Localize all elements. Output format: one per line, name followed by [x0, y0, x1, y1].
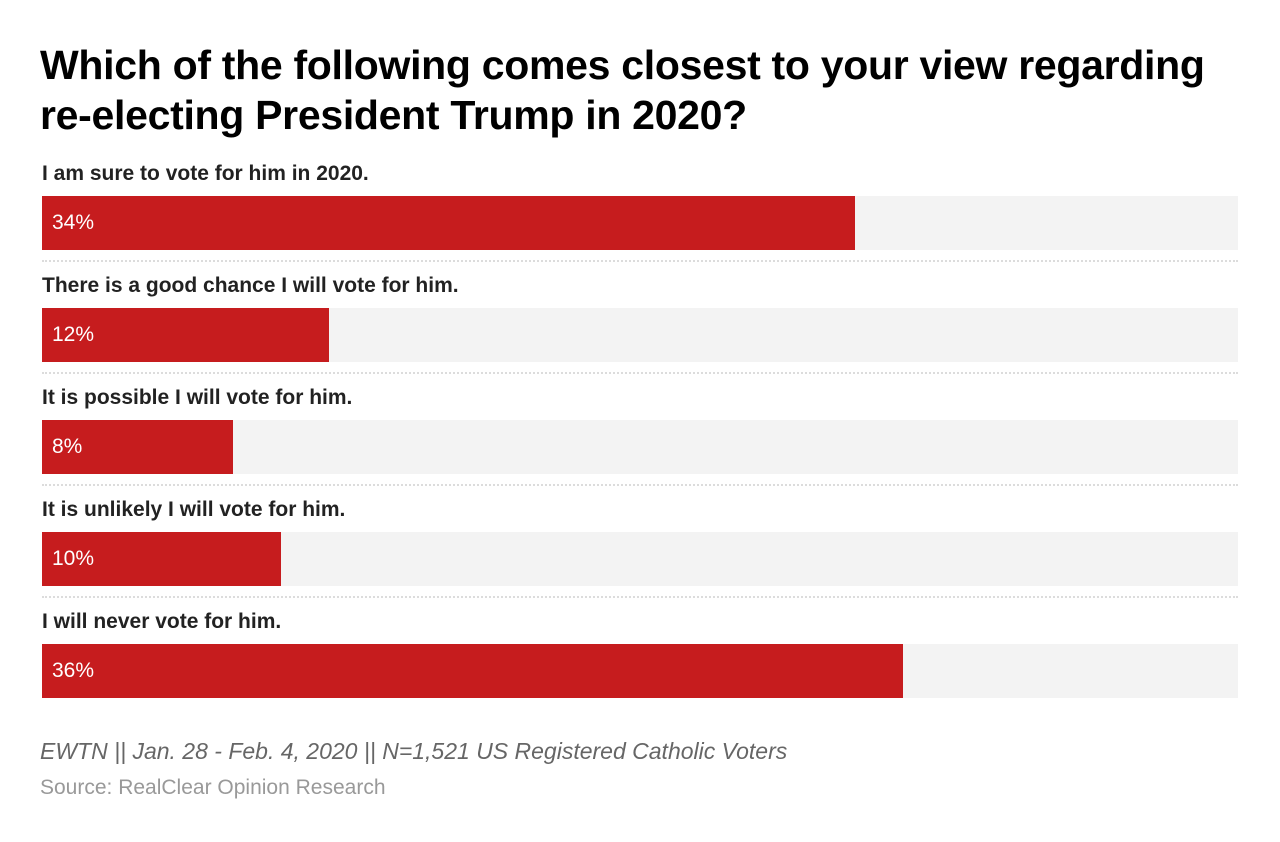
- bar: [42, 308, 329, 362]
- bar-row: It is unlikely I will vote for him. 10%: [42, 494, 1238, 606]
- bar-row: There is a good chance I will vote for h…: [42, 270, 1238, 382]
- bar-row: I will never vote for him. 36%: [42, 606, 1238, 718]
- category-label: It is possible I will vote for him.: [42, 386, 353, 409]
- row-divider: [42, 260, 1238, 262]
- bar-track: 10%: [42, 532, 1238, 586]
- bar-track: 8%: [42, 420, 1238, 474]
- bar: [42, 420, 233, 474]
- bar-row: It is possible I will vote for him. 8%: [42, 382, 1238, 494]
- bar-value-label: 34%: [52, 211, 95, 234]
- bar-rows: I am sure to vote for him in 2020. 34% The…: [42, 158, 1238, 718]
- bar-row: I am sure to vote for him in 2020. 34%: [42, 158, 1238, 270]
- bar-track: 36%: [42, 644, 1238, 698]
- category-label: It is unlikely I will vote for him.: [42, 498, 346, 521]
- bar: [42, 644, 903, 698]
- category-label: I am sure to vote for him in 2020.: [42, 162, 369, 185]
- row-divider: [42, 596, 1238, 598]
- category-label: There is a good chance I will vote for h…: [42, 274, 459, 297]
- bar-value-label: 10%: [52, 547, 95, 570]
- bar: [42, 532, 281, 586]
- category-label: I will never vote for him.: [42, 610, 282, 633]
- bar-value-label: 12%: [52, 323, 95, 346]
- chart-title: Which of the following comes closest to …: [40, 42, 1205, 138]
- bar-track: 34%: [42, 196, 1238, 250]
- bar-track: 12%: [42, 308, 1238, 362]
- bar-value-label: 36%: [52, 659, 95, 682]
- bar: [42, 196, 855, 250]
- row-divider: [42, 484, 1238, 486]
- bar-value-label: 8%: [52, 435, 83, 458]
- chart-source: Source: RealClear Opinion Research: [40, 776, 386, 799]
- chart-note: EWTN || Jan. 28 - Feb. 4, 2020 || N=1,52…: [40, 738, 788, 764]
- row-divider: [42, 372, 1238, 374]
